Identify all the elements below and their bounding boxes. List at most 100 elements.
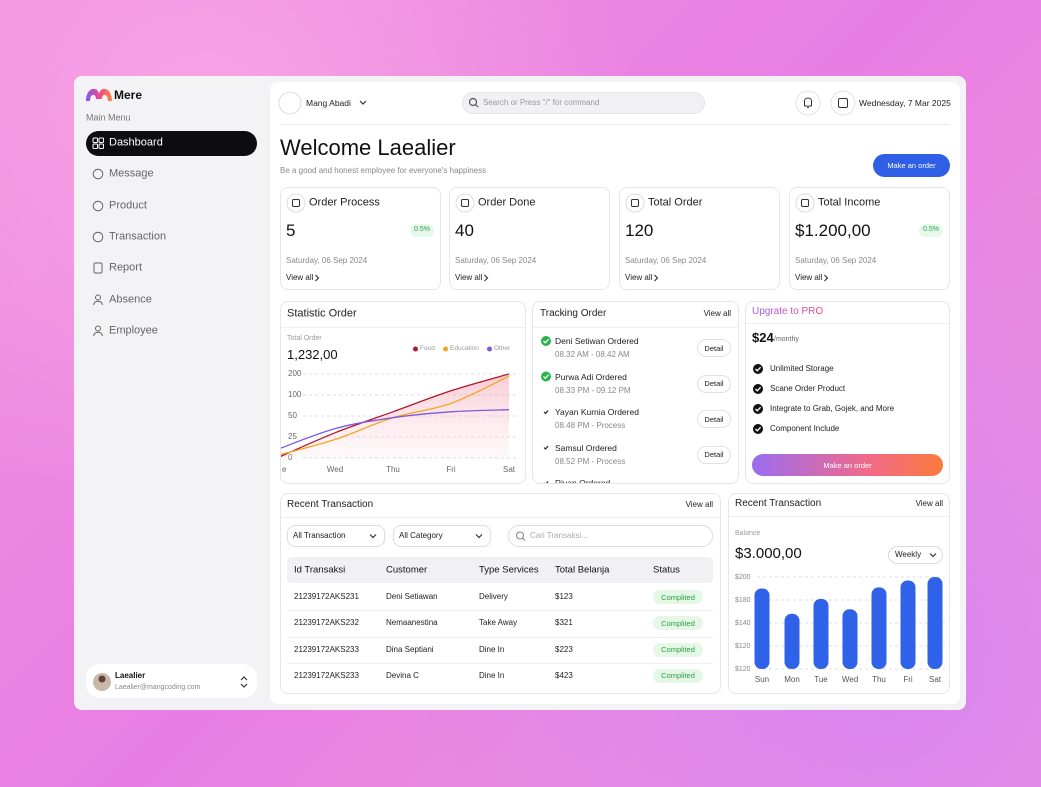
top-divider bbox=[280, 124, 950, 125]
table-cell: $223 bbox=[555, 644, 573, 654]
balance-amount: $3.000,00 bbox=[735, 545, 802, 562]
tracking-title: Tracking Order bbox=[540, 308, 607, 319]
menu-active-bg bbox=[86, 130, 257, 156]
filter-label: All Transaction bbox=[293, 531, 346, 541]
search-placeholder: Search or Press "/" for command bbox=[483, 98, 600, 108]
stat-title: Total Income bbox=[818, 196, 881, 209]
current-date: Wednesday, 7 Mar 2025 bbox=[859, 97, 951, 108]
stat-date: Saturday, 06 Sep 2024 bbox=[286, 256, 368, 266]
transaction-search[interactable] bbox=[508, 525, 713, 547]
stat-title: Order Process bbox=[309, 196, 380, 209]
stat-title: Order Done bbox=[478, 196, 536, 209]
feature: Component Include bbox=[770, 424, 840, 434]
search-box[interactable] bbox=[462, 92, 705, 114]
divider bbox=[729, 516, 949, 517]
table-cell: $123 bbox=[555, 592, 573, 602]
table-cell: Nemaanestina bbox=[386, 618, 438, 628]
balance-card bbox=[728, 493, 950, 694]
menu-item[interactable]: Message bbox=[109, 167, 154, 180]
account-name[interactable]: Mang Abadi bbox=[306, 97, 351, 108]
tracking-name: Riyan Ordered bbox=[555, 477, 611, 483]
column-header: Customer bbox=[386, 564, 428, 576]
table-cell: 21239172AKS233 bbox=[294, 671, 359, 681]
order-button[interactable]: Make an order bbox=[873, 154, 950, 177]
filter-dropdown[interactable] bbox=[287, 525, 385, 547]
stat-card bbox=[619, 187, 780, 290]
stat-value: $1.200,00 bbox=[795, 220, 871, 240]
menu-item[interactable]: Transaction bbox=[109, 230, 167, 243]
table-header-bg bbox=[287, 557, 713, 583]
table-cell: $423 bbox=[555, 671, 573, 681]
stat-date: Saturday, 06 Sep 2024 bbox=[455, 256, 537, 266]
table-cell: 21239172AKS233 bbox=[294, 644, 359, 654]
row-divider bbox=[287, 636, 713, 638]
tracking-name: Samsul Ordered bbox=[555, 442, 617, 453]
table-cell: $321 bbox=[555, 618, 573, 628]
stat-link[interactable]: View all bbox=[625, 273, 653, 283]
column-header: Total Belanja bbox=[555, 564, 610, 576]
divider bbox=[281, 517, 720, 518]
stat-card bbox=[280, 187, 441, 290]
tracking-link[interactable]: View all bbox=[703, 309, 731, 319]
account-initials[interactable]: MB bbox=[283, 98, 297, 108]
table-cell: Delivery bbox=[479, 592, 508, 602]
table-cell: 21239172AKS232 bbox=[294, 618, 359, 628]
stat-link[interactable]: View all bbox=[455, 273, 483, 283]
user-card[interactable] bbox=[86, 664, 257, 698]
menu-item[interactable]: Dashboard bbox=[109, 136, 163, 149]
column-header: Status bbox=[653, 564, 680, 576]
transactions-card bbox=[280, 493, 721, 694]
feature: Scane Order Product bbox=[770, 384, 846, 394]
balance-link[interactable]: View all bbox=[915, 499, 943, 509]
menu-item[interactable]: Absence bbox=[109, 293, 152, 306]
table-cell: Devina C bbox=[386, 671, 419, 681]
column-header: Id Transaksi bbox=[294, 564, 346, 576]
search-placeholder: Cari Transaksi... bbox=[530, 531, 588, 541]
tracking-name: Yayan Kurnia Ordered bbox=[555, 406, 639, 417]
stat-link[interactable]: View all bbox=[795, 273, 823, 283]
row-divider bbox=[287, 610, 713, 612]
detail-button[interactable]: Detail bbox=[697, 410, 731, 428]
statistic-total: 1,232,00 bbox=[287, 347, 338, 363]
tracking-name: Deni Setiwan Ordered bbox=[555, 335, 639, 346]
stat-badge: 0.5% bbox=[919, 224, 943, 237]
status-badge: Complited bbox=[653, 616, 703, 631]
feature: Unlimited Storage bbox=[770, 364, 834, 374]
brand-name: Mere bbox=[114, 87, 143, 102]
status-badge: Complited bbox=[653, 642, 703, 657]
divider bbox=[533, 327, 738, 328]
legend-label: Education bbox=[450, 345, 479, 353]
filter-dropdown[interactable] bbox=[393, 525, 491, 547]
user-email: Laealier@mangcoding.com bbox=[115, 683, 201, 691]
detail-button[interactable]: Detail bbox=[697, 445, 731, 464]
table-cell: Dine In bbox=[479, 671, 505, 681]
status-badge: Complited bbox=[653, 590, 703, 604]
statistic-card bbox=[280, 301, 526, 484]
menu-item[interactable]: Product bbox=[109, 199, 147, 212]
stat-value: 120 bbox=[625, 220, 654, 240]
stat-value: 5 bbox=[286, 220, 296, 240]
price-period: /monthy bbox=[774, 335, 799, 343]
legend-label: Food bbox=[420, 345, 435, 353]
transactions-title: Recent Transaction bbox=[287, 499, 374, 510]
detail-button[interactable]: Detail bbox=[697, 374, 731, 393]
status-badge: Complited bbox=[653, 668, 703, 683]
tracking-time: 08.32 AM - 08.42 AM bbox=[555, 350, 630, 360]
menu-label: Main Menu bbox=[86, 112, 131, 123]
tracking-time: 08.52 PM - Process bbox=[555, 456, 626, 466]
menu-item[interactable]: Employee bbox=[109, 324, 158, 337]
stat-link[interactable]: View all bbox=[286, 273, 314, 283]
upgrade-button[interactable]: Make an order bbox=[752, 454, 943, 476]
menu-item[interactable]: Report bbox=[109, 261, 143, 274]
stat-badge: 0.5% bbox=[410, 224, 434, 237]
user-name: Laealier bbox=[115, 671, 146, 681]
period-dropdown[interactable] bbox=[888, 546, 943, 564]
balance-label: Balance bbox=[735, 529, 761, 537]
welcome-subtitle: Be a good and honest employee for everyo… bbox=[280, 166, 487, 176]
detail-button[interactable]: Detail bbox=[697, 339, 731, 357]
statistic-label: Total Order bbox=[287, 334, 322, 342]
upgrade-card bbox=[745, 301, 950, 484]
column-header: Type Services bbox=[479, 564, 539, 576]
transactions-link[interactable]: View all bbox=[685, 500, 713, 510]
